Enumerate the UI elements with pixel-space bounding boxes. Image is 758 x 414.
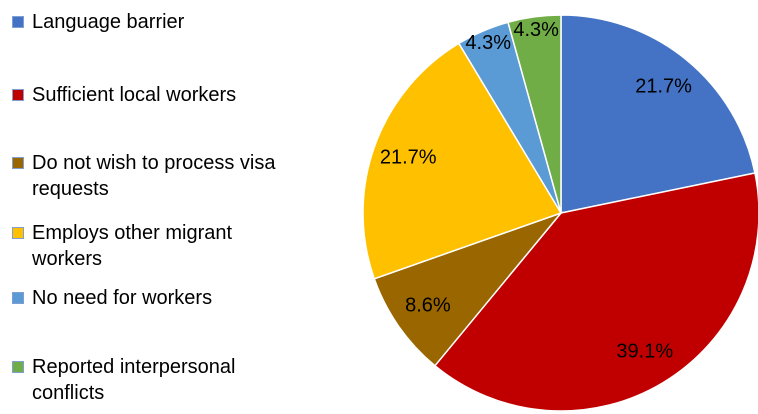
data-label: 39.1% bbox=[616, 340, 673, 362]
legend-label: Employs other migrant workers bbox=[32, 222, 233, 270]
data-label: 21.7% bbox=[635, 75, 692, 97]
data-label: 4.3% bbox=[465, 32, 511, 54]
pie-slice bbox=[507, 14, 562, 214]
legend-label: Do not wish to process visa requests bbox=[32, 152, 276, 200]
legend-swatch bbox=[12, 89, 24, 101]
legend-swatch bbox=[12, 16, 24, 28]
pie-slice bbox=[373, 211, 564, 367]
pie-slice bbox=[362, 42, 563, 280]
legend-label: Language barrier bbox=[32, 11, 185, 33]
legend-label: Sufficient local workers bbox=[32, 84, 237, 106]
legend-label: No need for workers bbox=[32, 287, 213, 309]
data-label: 21.7% bbox=[380, 146, 437, 168]
legend-label: Reported interpersonal conflicts bbox=[32, 356, 236, 404]
data-label: 8.6% bbox=[405, 294, 451, 316]
data-label: 4.3% bbox=[513, 19, 559, 41]
pie-slice bbox=[433, 172, 758, 412]
legend-swatch bbox=[12, 227, 24, 239]
legend: Language barrier Sufficient local workers… bbox=[0, 0, 300, 414]
legend-swatch bbox=[12, 292, 24, 304]
legend-swatch bbox=[12, 361, 24, 373]
pie-slice bbox=[560, 14, 756, 214]
legend-swatch bbox=[12, 157, 24, 169]
